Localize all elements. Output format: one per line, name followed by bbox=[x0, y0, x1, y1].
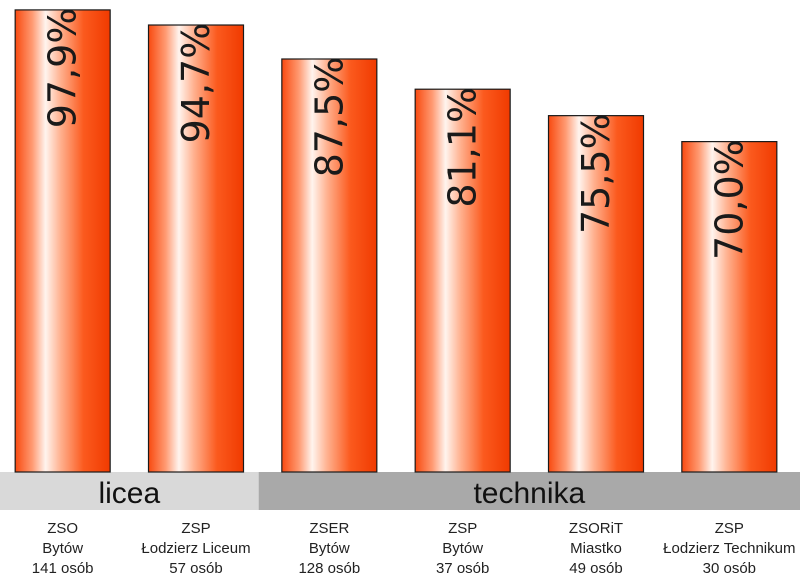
data-label-0: 97,9% bbox=[41, 8, 85, 129]
category-label-1-line-2: 57 osób bbox=[169, 560, 222, 577]
group-bands: licea technika bbox=[0, 472, 800, 510]
category-label-5-line-0: ZSP bbox=[715, 520, 744, 537]
category-label-2-line-1: Bytów bbox=[309, 540, 350, 557]
data-labels: 97,9% 94,7% 87,5% 81,1% 75,5% 70,0% bbox=[41, 8, 752, 260]
bar-0 bbox=[14, 9, 111, 473]
group-label-1: technika bbox=[473, 477, 585, 510]
category-label-5-line-2: 30 osób bbox=[703, 560, 756, 577]
bars bbox=[14, 9, 778, 473]
category-label-0-line-0: ZSO bbox=[47, 520, 78, 537]
bar-1 bbox=[147, 24, 245, 473]
bar-2 bbox=[281, 58, 378, 473]
bar-4 bbox=[547, 115, 645, 473]
category-label-1-line-1: Łodzierz Liceum bbox=[141, 540, 250, 557]
category-label-4-line-0: ZSORiT bbox=[569, 520, 623, 537]
category-label-3-line-1: Bytów bbox=[442, 540, 483, 557]
bar-3 bbox=[414, 88, 511, 473]
category-label-2-line-0: ZSER bbox=[309, 520, 349, 537]
category-label-2-line-2: 128 osób bbox=[298, 560, 360, 577]
category-label-3-line-2: 37 osób bbox=[436, 560, 489, 577]
data-label-5: 70,0% bbox=[707, 139, 751, 260]
group-band-0 bbox=[0, 472, 259, 510]
group-label-0: licea bbox=[98, 477, 160, 510]
data-label-1: 94,7% bbox=[174, 23, 218, 144]
category-label-1-line-0: ZSP bbox=[181, 520, 210, 537]
category-label-3-line-0: ZSP bbox=[448, 520, 477, 537]
group-band-1 bbox=[258, 472, 800, 510]
data-label-3: 81,1% bbox=[441, 87, 485, 208]
data-label-4: 75,5% bbox=[574, 113, 618, 234]
category-label-4-line-2: 49 osób bbox=[569, 560, 622, 577]
bar-5 bbox=[681, 141, 778, 473]
data-label-2: 87,5% bbox=[307, 57, 351, 178]
category-label-4-line-1: Miastko bbox=[570, 540, 622, 557]
category-label-0-line-1: Bytów bbox=[42, 540, 83, 557]
category-label-5-line-1: Łodzierz Technikum bbox=[663, 540, 795, 557]
category-labels: ZSO Bytów 141 osób ZSP Łodzierz Liceum 57 osó… bbox=[32, 520, 796, 577]
category-label-0-line-2: 141 osób bbox=[32, 560, 94, 577]
